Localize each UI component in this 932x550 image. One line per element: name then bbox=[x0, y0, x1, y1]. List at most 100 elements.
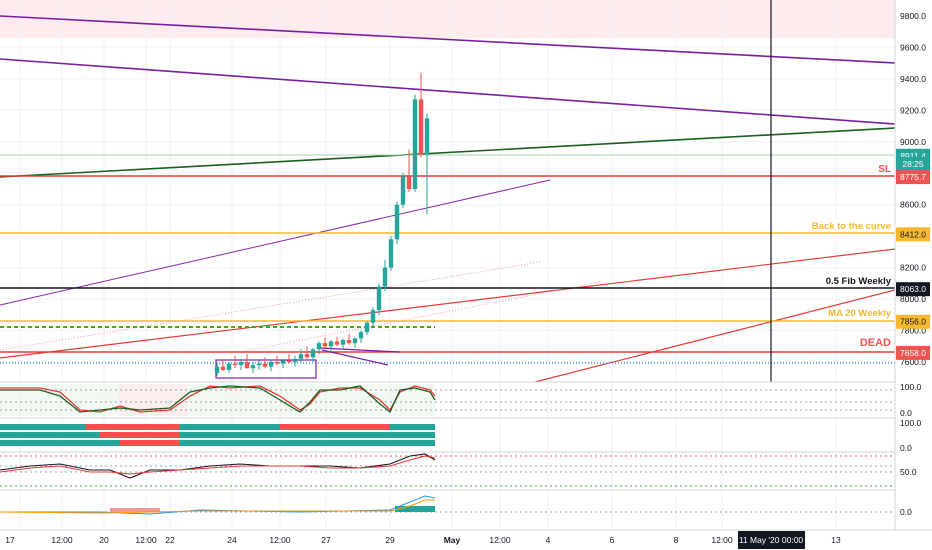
svg-text:7856.0: 7856.0 bbox=[900, 317, 926, 327]
candle bbox=[286, 354, 292, 364]
candle bbox=[388, 236, 394, 271]
purple-trendline-lower bbox=[0, 58, 896, 125]
candle bbox=[346, 333, 352, 345]
vertical-grid bbox=[19, 0, 837, 530]
annotation-sl: SL bbox=[878, 164, 891, 175]
candle bbox=[358, 330, 364, 344]
price-badge: 7856.0 bbox=[896, 314, 930, 329]
heatmap-tick-0: 0.0 bbox=[900, 443, 912, 453]
price-tick-label: 7600.0 bbox=[900, 357, 926, 367]
time-tick-label: 12:00 bbox=[269, 535, 291, 545]
candle bbox=[412, 94, 418, 193]
candle bbox=[376, 283, 382, 315]
price-tick-label: 9800.0 bbox=[900, 11, 926, 21]
price-badge: 28:25 bbox=[896, 156, 930, 171]
candle bbox=[250, 362, 256, 374]
svg-text:28:25: 28:25 bbox=[902, 159, 924, 169]
candle bbox=[274, 355, 280, 366]
candle bbox=[232, 355, 238, 369]
candle bbox=[418, 72, 424, 158]
macd-pane bbox=[0, 495, 895, 515]
price-tick-label: 9000.0 bbox=[900, 137, 926, 147]
candle bbox=[310, 347, 316, 362]
time-tick-label: 4 bbox=[546, 535, 551, 545]
time-tick-label: May bbox=[444, 535, 461, 545]
price-badge: 8775.7 bbox=[896, 170, 930, 185]
time-tick-label: 6 bbox=[610, 535, 615, 545]
red-trendline-long bbox=[0, 248, 896, 359]
crosshair-time-badge bbox=[738, 531, 805, 549]
candle bbox=[292, 355, 298, 367]
green-trendline bbox=[0, 127, 896, 178]
annotation-ma20-weekly: MA 20 Weekly bbox=[828, 308, 892, 319]
red-dotted-line-2 bbox=[239, 281, 601, 353]
candle bbox=[400, 173, 406, 208]
wedge-line-2 bbox=[321, 349, 389, 366]
candle bbox=[334, 336, 340, 347]
price-tick-label: 8200.0 bbox=[900, 263, 926, 273]
stochastic-pane bbox=[0, 384, 895, 416]
candle bbox=[238, 358, 244, 370]
price-axis[interactable] bbox=[895, 0, 932, 530]
wedge-line-1 bbox=[319, 347, 401, 353]
rsi-tick-50: 50.0 bbox=[900, 467, 917, 477]
candle bbox=[226, 362, 232, 374]
candles-layer bbox=[214, 72, 430, 377]
time-axis[interactable] bbox=[0, 530, 932, 550]
svg-text:7658.0: 7658.0 bbox=[900, 348, 926, 358]
time-tick-label: 12:00 bbox=[711, 535, 733, 545]
time-tick-label: 12:00 bbox=[489, 535, 511, 545]
heatmap-tick-100: 100.0 bbox=[900, 418, 922, 428]
price-tick-label: 9200.0 bbox=[900, 105, 926, 115]
candle bbox=[340, 338, 346, 350]
candle bbox=[298, 349, 304, 362]
candle bbox=[328, 339, 334, 351]
candle bbox=[304, 346, 310, 359]
candle bbox=[424, 113, 430, 215]
svg-text:8412.0: 8412.0 bbox=[900, 229, 926, 239]
macd-tick-0: 0.0 bbox=[900, 507, 912, 517]
candle bbox=[256, 360, 262, 370]
price-tick-label: 9400.0 bbox=[900, 74, 926, 84]
price-badges: 8911.428:25 8775.7 8412.0 8063.0 7856.0 7658.… bbox=[896, 148, 930, 360]
price-tick-label: 7800.0 bbox=[900, 326, 926, 336]
time-tick-label: 24 bbox=[227, 535, 237, 545]
price-tick-label: 9600.0 bbox=[900, 42, 926, 52]
annotation-back-to-curve: Back to the curve bbox=[812, 221, 891, 232]
annotation-dead: DEAD bbox=[860, 337, 891, 349]
violet-channel-line bbox=[0, 179, 551, 306]
candle bbox=[394, 201, 400, 245]
time-tick-label: 8 bbox=[674, 535, 679, 545]
time-tick-label: 27 bbox=[321, 535, 331, 545]
stoch-tick-0: 0.0 bbox=[900, 408, 912, 418]
candle bbox=[370, 306, 376, 328]
purple-trendline-upper bbox=[0, 15, 896, 64]
heatmap-pane bbox=[0, 424, 435, 446]
rsi-pane bbox=[0, 453, 895, 487]
time-tick-label: 22 bbox=[165, 535, 175, 545]
time-tick-label: 29 bbox=[385, 535, 395, 545]
svg-text:8911.4: 8911.4 bbox=[900, 151, 926, 161]
price-tick-label: 8000.0 bbox=[900, 294, 926, 304]
time-tick-label: 12:00 bbox=[135, 535, 157, 545]
time-tick-label: 12:00 bbox=[51, 535, 73, 545]
top-highlight-band bbox=[0, 0, 895, 38]
price-badge: 8412.0 bbox=[896, 227, 930, 242]
candle bbox=[262, 357, 268, 369]
time-tick-label: 20 bbox=[99, 535, 109, 545]
time-tick-label: 13 bbox=[831, 535, 841, 545]
candle bbox=[214, 362, 220, 377]
candle bbox=[364, 321, 370, 336]
candle bbox=[322, 336, 328, 348]
red-dotted-line-1 bbox=[0, 261, 541, 351]
candle bbox=[220, 358, 226, 372]
annotation-fib-weekly: 0.5 Fib Weekly bbox=[826, 276, 892, 287]
candle bbox=[280, 358, 286, 369]
crosshair-time-label: 11 May '20 00:00 bbox=[739, 535, 804, 545]
candle bbox=[406, 149, 412, 193]
svg-text:8063.0: 8063.0 bbox=[900, 284, 926, 294]
candle bbox=[352, 336, 358, 348]
horizontal-grid bbox=[0, 15, 895, 363]
price-tick-label: 8600.0 bbox=[900, 200, 926, 210]
